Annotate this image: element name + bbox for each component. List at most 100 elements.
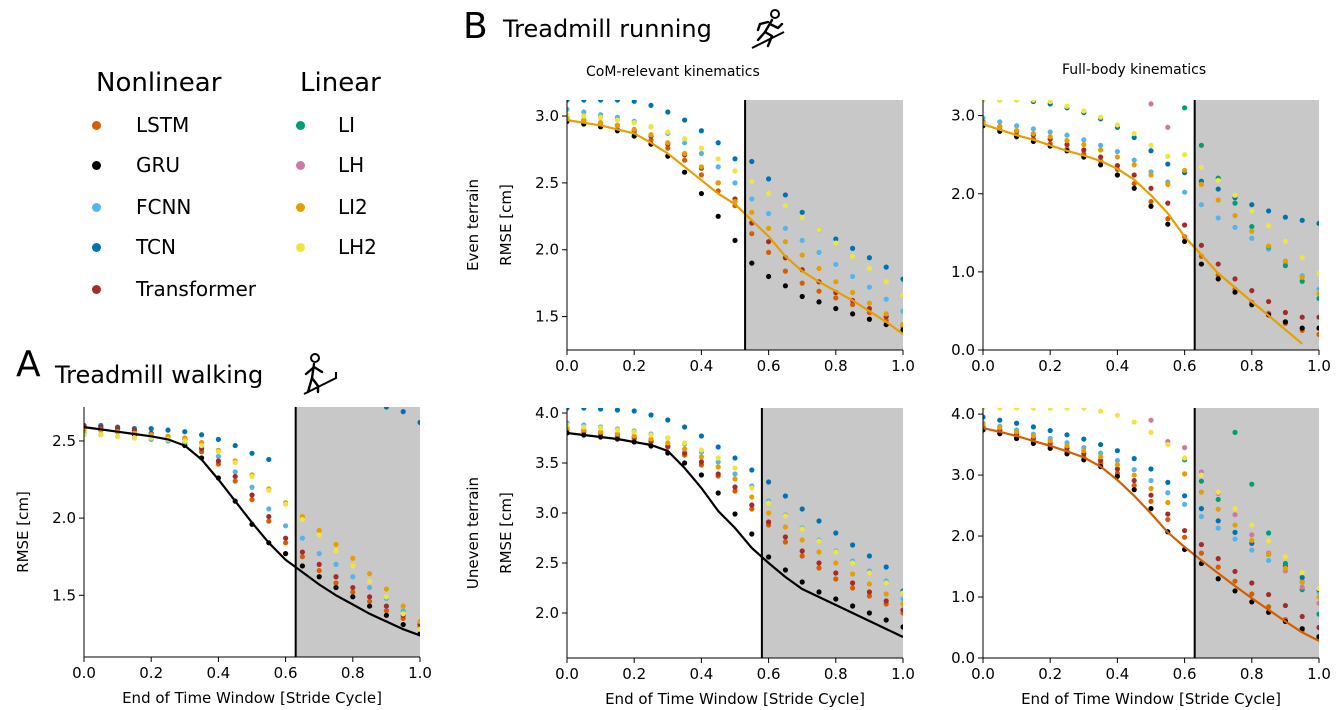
y-tick-label: 1.5 <box>535 308 559 326</box>
point-li <box>1316 611 1319 617</box>
point-fcnn <box>782 225 789 231</box>
point-lh <box>1148 101 1154 107</box>
point-li2 <box>614 122 621 129</box>
point-tcn <box>1182 493 1188 499</box>
point-gru <box>1299 325 1305 331</box>
point-li2 <box>997 123 1003 130</box>
point-tcn <box>581 100 587 103</box>
point-li2 <box>1131 162 1137 168</box>
point-lh2 <box>631 429 637 435</box>
point-li2 <box>1098 454 1104 460</box>
point-gru <box>782 283 789 289</box>
point-tcn <box>1131 456 1137 462</box>
point-lh2 <box>997 408 1003 411</box>
point-li2 <box>417 618 420 625</box>
point-li2 <box>749 494 755 500</box>
point-lstm <box>1198 550 1204 556</box>
point-lh2 <box>682 136 688 142</box>
point-li2 <box>799 537 805 543</box>
point-lh2 <box>799 526 805 532</box>
point-transformer <box>1266 298 1272 305</box>
point-fcnn <box>1064 132 1070 138</box>
point-li2 <box>1198 489 1204 495</box>
point-tcn <box>383 407 389 410</box>
point-li2 <box>648 436 654 442</box>
point-li2 <box>383 586 389 592</box>
point-lh2 <box>883 279 889 285</box>
point-lh2 <box>1098 408 1104 414</box>
point-li2 <box>1148 485 1154 492</box>
point-fcnn <box>333 561 339 568</box>
point-transformer <box>866 589 873 595</box>
point-li2 <box>367 571 373 577</box>
point-lh2 <box>850 560 856 566</box>
point-lh2 <box>1131 419 1137 425</box>
point-tcn <box>1014 420 1020 426</box>
point-gru <box>1299 626 1305 632</box>
point-lh2 <box>1299 255 1305 261</box>
point-gru <box>1098 162 1104 168</box>
point-gru <box>1232 289 1238 295</box>
point-li2 <box>614 431 621 437</box>
x-tick-label: 0.4 <box>206 664 230 682</box>
point-gru <box>1282 319 1288 325</box>
point-fcnn <box>266 506 272 512</box>
point-tcn <box>1064 432 1070 438</box>
point-gru <box>816 589 822 595</box>
point-lstm <box>782 268 789 274</box>
point-transformer <box>1148 492 1154 498</box>
point-li2 <box>598 120 604 126</box>
point-lh2 <box>782 203 789 209</box>
point-tcn <box>983 414 986 420</box>
point-li2 <box>1131 472 1137 478</box>
point-tcn <box>1198 506 1204 512</box>
point-lh2 <box>1266 223 1272 229</box>
point-lh2 <box>581 113 587 119</box>
x-tick-label: 0.2 <box>622 665 646 683</box>
point-fcnn <box>1081 137 1087 143</box>
shaded-region <box>1194 408 1319 658</box>
point-lstm <box>698 172 705 178</box>
point-tcn <box>715 140 721 146</box>
point-fcnn <box>581 109 587 115</box>
point-transformer <box>1299 613 1305 620</box>
point-tcn <box>232 442 238 449</box>
point-transformer <box>1148 185 1154 191</box>
point-gru <box>316 574 322 580</box>
point-li2 <box>84 427 87 433</box>
point-gru <box>900 624 903 630</box>
x-tick-label: 0.0 <box>555 357 579 375</box>
point-transformer <box>1165 200 1171 206</box>
point-lh2 <box>1249 522 1255 528</box>
point-gru <box>883 617 889 623</box>
point-li2 <box>400 603 406 609</box>
point-tcn <box>1114 448 1120 454</box>
legend-label-li2: LI2 <box>338 195 368 219</box>
point-fcnn <box>316 551 322 557</box>
point-lh2 <box>417 626 420 632</box>
point-tcn <box>283 377 288 382</box>
x-tick-label: 0.0 <box>72 664 96 682</box>
point-li2 <box>1114 154 1120 160</box>
point-lh <box>1249 532 1255 538</box>
point-gru <box>850 603 856 609</box>
point-fcnn <box>900 308 903 314</box>
legend-marker-tcn <box>92 243 101 252</box>
point-li2 <box>350 555 356 561</box>
legend-label-gru: GRU <box>136 153 181 177</box>
point-fcnn <box>1198 513 1204 520</box>
point-tcn <box>581 408 587 411</box>
point-lh2 <box>665 129 671 135</box>
point-gru <box>715 213 721 219</box>
point-tcn <box>732 455 738 461</box>
point-tcn <box>631 408 637 414</box>
point-tcn <box>1098 441 1104 448</box>
point-lstm <box>799 553 805 559</box>
point-li2 <box>866 300 873 306</box>
point-fcnn <box>1182 189 1188 195</box>
point-fcnn <box>682 140 688 146</box>
x-tick-label: 0.2 <box>622 357 646 375</box>
point-lh <box>1232 512 1238 518</box>
point-lh2 <box>900 590 903 596</box>
point-li2 <box>866 581 873 587</box>
